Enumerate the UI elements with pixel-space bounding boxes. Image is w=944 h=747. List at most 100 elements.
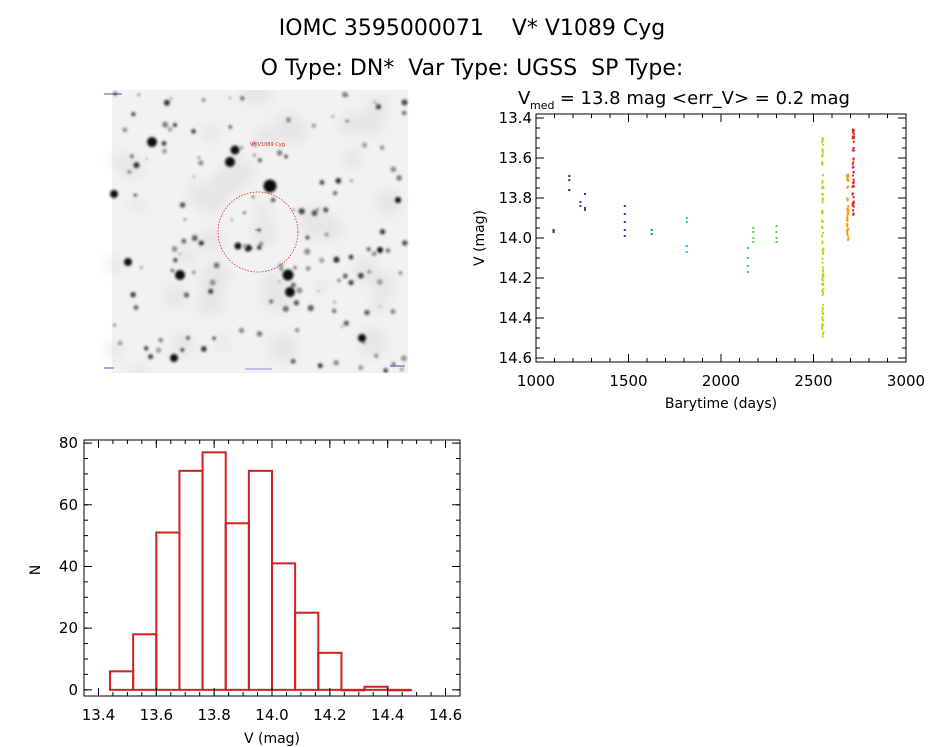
sky-star <box>249 246 253 250</box>
lc-data-point <box>821 180 824 183</box>
sky-haze-blob <box>375 189 402 216</box>
light-curve-chart: V med = 13.8 mag <err_V> = 0.2 mag 1000 1… <box>472 88 925 412</box>
lc-data-point <box>746 265 749 267</box>
chart-title-line2: O Type: DN* Var Type: UGSS SP Type: <box>260 56 684 81</box>
sky-star <box>252 141 258 147</box>
sky-star <box>298 208 305 215</box>
sky-star <box>401 99 408 106</box>
sky-star <box>145 157 148 160</box>
hist-bar <box>294 611 320 691</box>
sky-star <box>191 129 196 134</box>
lc-data-point <box>822 247 825 250</box>
lc-data-point <box>822 174 825 177</box>
lc-data-point <box>821 270 824 273</box>
sky-star <box>225 157 235 167</box>
sky-star <box>296 287 303 294</box>
lc-data-point <box>847 185 850 188</box>
lc-data-point <box>822 287 825 290</box>
lc-data-point <box>623 213 626 215</box>
sky-star <box>290 282 296 288</box>
hist-bar <box>224 522 250 691</box>
sky-star <box>348 254 354 260</box>
sky-star <box>161 141 167 146</box>
sky-star <box>124 258 132 266</box>
sky-star <box>238 327 245 334</box>
lc-data-point <box>821 163 824 166</box>
sky-star <box>343 320 350 326</box>
lc-data-point <box>752 237 755 239</box>
lc-data-point <box>579 205 582 207</box>
lc-title-rest: = 13.8 mag <err_V> = 0.2 mag <box>554 88 850 109</box>
sky-star <box>317 290 320 293</box>
sky-star <box>337 279 341 283</box>
sky-star <box>228 125 233 129</box>
lc-data-point <box>685 221 688 223</box>
lc-data-point <box>846 231 849 234</box>
lc-ytick-label: 13.8 <box>499 189 532 207</box>
lc-data-point <box>852 129 855 132</box>
sky-star <box>263 179 277 193</box>
hist-bar <box>363 685 389 691</box>
lc-title-prefix: V <box>518 88 531 109</box>
sky-star <box>333 256 340 263</box>
lc-data-point <box>851 202 854 205</box>
sky-haze-blob <box>370 296 388 315</box>
lc-data-point <box>847 210 850 213</box>
sky-star <box>333 360 339 366</box>
lc-data-point <box>821 318 824 321</box>
sky-star <box>371 251 377 257</box>
lc-xtick-label: 2000 <box>702 372 740 390</box>
sky-star <box>256 245 262 250</box>
lc-ytick-label: 14.4 <box>499 309 532 327</box>
sky-star <box>285 287 295 297</box>
sky-star <box>379 305 382 308</box>
lc-data-point <box>847 175 850 178</box>
lc-data-point <box>821 141 824 144</box>
sky-haze-blob <box>271 113 303 145</box>
sky-haze-blob <box>254 126 275 147</box>
sky-star <box>172 122 178 128</box>
sky-haze-blob <box>267 333 298 364</box>
sky-haze-blob <box>261 281 292 312</box>
sky-star <box>192 175 196 178</box>
sky-haze-blob <box>129 197 145 213</box>
sky-star <box>342 91 348 98</box>
lc-data-point <box>846 225 849 228</box>
lc-data-point <box>821 257 824 260</box>
lc-data-point <box>775 241 778 243</box>
lc-data-point <box>821 278 824 281</box>
sky-star <box>286 117 291 123</box>
sky-haze-blob <box>198 228 224 253</box>
sky-star <box>131 112 136 117</box>
sky-star <box>240 146 243 149</box>
lc-data-point <box>568 179 571 181</box>
lc-data-point <box>822 292 825 295</box>
target-circle <box>217 191 299 273</box>
sky-star <box>197 156 201 160</box>
sky-star <box>269 299 274 304</box>
sky-star <box>362 341 366 344</box>
sky-star <box>144 346 149 351</box>
lc-data-point <box>821 308 824 311</box>
sky-star <box>117 340 123 346</box>
lc-data-point <box>846 177 849 180</box>
sky-star <box>305 235 310 240</box>
lc-data-point <box>846 215 849 218</box>
sky-star <box>319 180 325 185</box>
sky-haze-blob <box>164 285 187 308</box>
lc-xtick-label: 1500 <box>609 372 647 390</box>
lc-data-point <box>822 248 825 251</box>
lc-xtick-label: 2500 <box>794 372 832 390</box>
sky-star <box>307 304 314 312</box>
lc-data-point <box>822 324 825 327</box>
lc-data-point <box>623 235 626 237</box>
lc-data-point <box>552 231 555 233</box>
sky-star <box>374 353 379 358</box>
sky-haze-blob <box>106 256 123 273</box>
lc-data-point <box>852 209 855 212</box>
sky-star <box>242 243 247 248</box>
sky-star <box>367 270 372 274</box>
sky-field-image: V* V1089 Cyg <box>104 90 408 373</box>
hist-xtick-label: 13.6 <box>140 706 173 724</box>
sky-star <box>277 280 281 283</box>
